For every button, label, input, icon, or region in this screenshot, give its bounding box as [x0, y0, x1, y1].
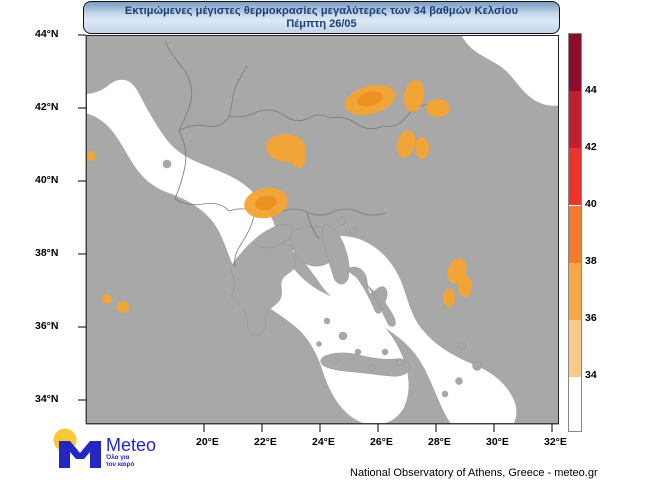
svg-text:τον καιρό: τον καιρό	[106, 461, 135, 468]
svg-text:Meteo: Meteo	[106, 435, 156, 455]
svg-text:Όλα για: Όλα για	[105, 453, 129, 461]
